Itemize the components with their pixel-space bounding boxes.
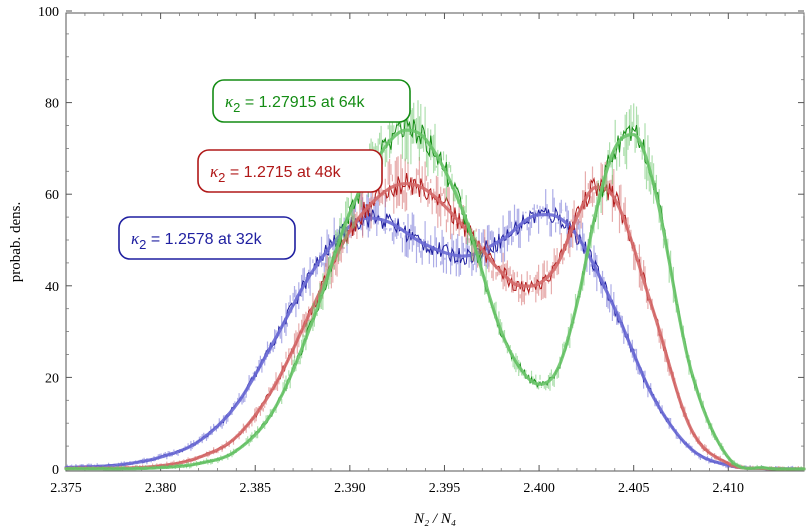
- annotation-value: = 1.2578 at 32k: [146, 231, 262, 248]
- y-tick-label: 20: [45, 371, 59, 386]
- annotation-box: [118, 216, 296, 260]
- annotation-label: κ2 = 1.2578 at 32k: [131, 229, 263, 252]
- axis-ticks: [65, 10, 805, 471]
- y-tick-label: 100: [38, 5, 59, 20]
- series-group: [64, 99, 806, 471]
- x-tick-label: 2.375: [50, 481, 82, 496]
- x-tick-label: 2.405: [618, 481, 650, 496]
- y-axis-title: probab. dens.: [8, 202, 24, 282]
- annotation-box: [197, 149, 383, 193]
- series-group: [64, 154, 806, 471]
- series-group: [64, 189, 806, 471]
- annotation-label: κ2 = 1.2715 at 48k: [210, 162, 342, 185]
- annotation-subscript: 2: [218, 170, 225, 185]
- annotation-box: [212, 79, 411, 123]
- annotation-kappa: κ: [210, 162, 219, 181]
- series-annotation: κ2 = 1.27915 at 64k: [212, 79, 411, 123]
- plot-frame: [65, 12, 805, 472]
- annotation-kappa: κ: [225, 92, 234, 111]
- annotation-value: = 1.2715 at 48k: [225, 164, 341, 181]
- annotation-label: κ2 = 1.27915 at 64k: [225, 92, 366, 115]
- x-tick-label: 2.385: [239, 481, 271, 496]
- series-fit-line: [64, 182, 806, 471]
- y-tick-label: 0: [52, 463, 59, 478]
- axis-tick-labels: 2.375 2.380 2.385 2.390 2.395 2.400 2.405 2.410…: [38, 5, 744, 496]
- series-fit-line: [64, 128, 806, 471]
- y-tick-label: 60: [45, 188, 59, 203]
- x-tick-label: 2.400: [523, 481, 555, 496]
- annotation-subscript: 2: [139, 237, 146, 252]
- series-data-line: [65, 118, 804, 470]
- series-fit-line: [64, 212, 806, 471]
- x-tick-label: 2.390: [334, 481, 366, 496]
- y-tick-label: 80: [45, 97, 59, 112]
- series-curves: [64, 99, 806, 471]
- annotation-value: = 1.27915 at 64k: [240, 94, 365, 111]
- annotation-subscript: 2: [233, 100, 240, 115]
- series-annotation: κ2 = 1.2715 at 48k: [197, 149, 383, 193]
- series-error-band: [65, 154, 805, 469]
- x-tick-label: 2.410: [713, 481, 745, 496]
- y-tick-label: 40: [45, 280, 59, 295]
- x-axis-title: N₂ / N₄: [413, 511, 456, 527]
- annotation-kappa: κ: [131, 229, 140, 248]
- series-annotation: κ2 = 1.2578 at 32k: [118, 216, 296, 260]
- x-tick-label: 2.380: [145, 481, 177, 496]
- x-tick-label: 2.395: [429, 481, 461, 496]
